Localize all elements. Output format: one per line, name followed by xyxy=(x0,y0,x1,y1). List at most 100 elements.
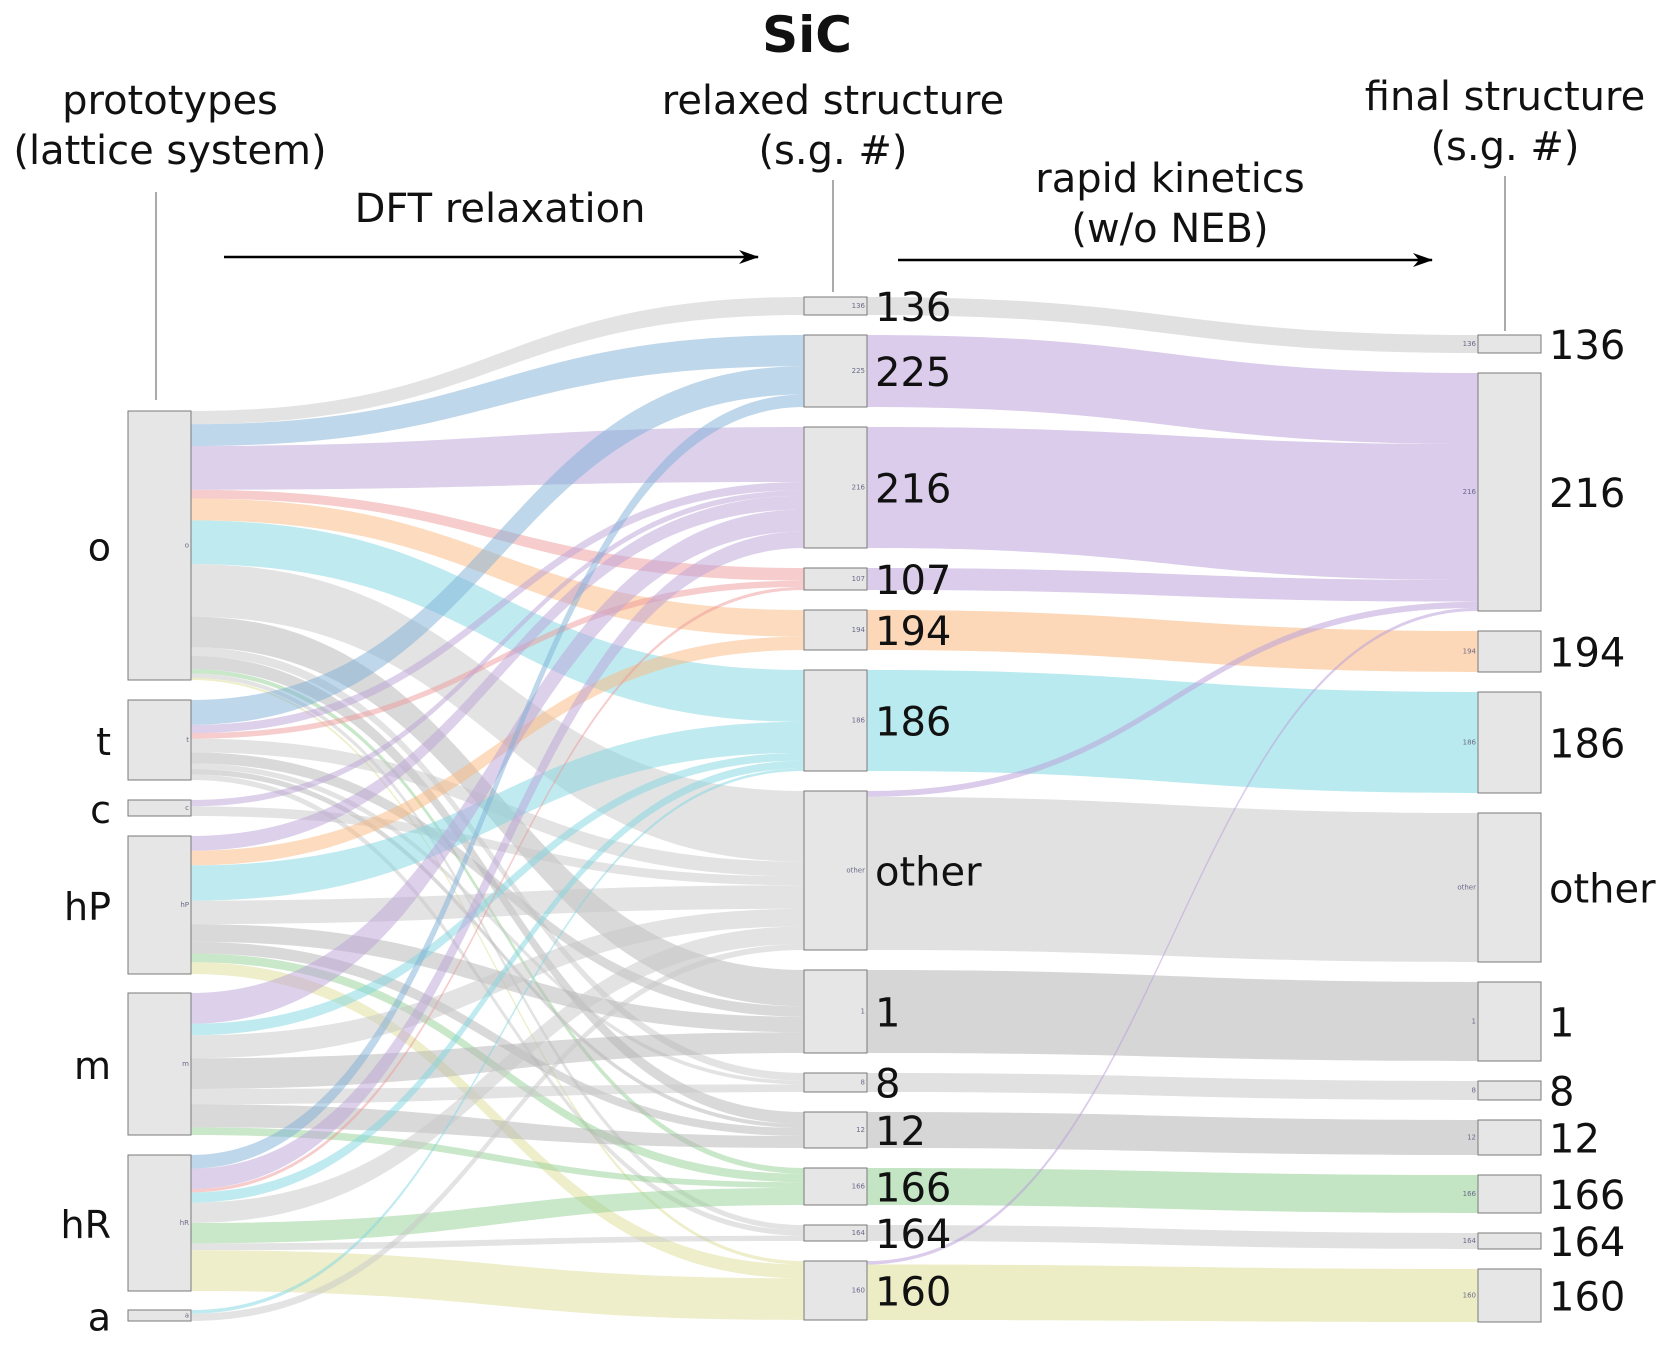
relaxed-node-bar-136 xyxy=(803,296,868,316)
dft-link-t-to-107 xyxy=(191,580,804,739)
dft-link-hr-to-166 xyxy=(191,1187,804,1244)
final-node-160: 160 160 xyxy=(1463,1268,1625,1323)
kinetics-link-225-to-216 xyxy=(867,335,1478,445)
dft-link-hr-to-164 xyxy=(191,1235,804,1251)
relaxed-node-inner-label-136: 136 xyxy=(852,302,866,310)
final-node-164: 164 164 xyxy=(1463,1220,1626,1266)
relaxed-node-bar-194 xyxy=(803,609,868,651)
prototypes-node-bar-c xyxy=(127,799,192,817)
final-node-label-164: 164 xyxy=(1549,1220,1625,1266)
relaxed-node-bar-225 xyxy=(803,334,868,408)
prototypes-node-bar-t xyxy=(127,699,192,781)
prototypes-node-o: oo xyxy=(88,410,192,681)
prototypes-node-m: mm xyxy=(74,992,192,1136)
dft-link-o-to-216 xyxy=(191,427,804,490)
relaxed-node-inner-label-160: 160 xyxy=(852,1287,865,1295)
kinetics-arrow-label: rapid kinetics (w/o NEB) xyxy=(960,154,1380,254)
final-node-label-8: 8 xyxy=(1549,1070,1574,1116)
prototypes-node-inner-label-a: a xyxy=(185,1312,189,1320)
dft-link-c-to-other xyxy=(191,806,804,886)
final-node-inner-label-186: 186 xyxy=(1463,739,1477,747)
final-header-line2: (s.g. #) xyxy=(1430,124,1580,170)
final-node-inner-label-194: 194 xyxy=(1463,648,1477,656)
prototypes-node-label-hp: hP xyxy=(64,885,111,929)
dft-link-hr-to-160 xyxy=(191,1250,804,1320)
kinetics-link-12-to-12 xyxy=(867,1112,1478,1155)
final-node-inner-label-12: 12 xyxy=(1467,1134,1476,1142)
relaxed-header: relaxed structure (s.g. #) xyxy=(633,76,1033,176)
final-node-inner-label-8: 8 xyxy=(1472,1087,1476,1095)
relaxed-node-inner-label-216: 216 xyxy=(852,484,866,492)
prototypes-node-bar-o xyxy=(127,410,192,681)
relaxed-node-bar-160 xyxy=(803,1260,868,1321)
final-node-label-186: 186 xyxy=(1549,722,1625,768)
relaxed-header-line2: (s.g. #) xyxy=(758,128,908,174)
dft-link-o-to-166 xyxy=(191,669,804,1174)
dft-link-t-to-8 xyxy=(191,763,804,1085)
relaxed-node-bar-216 xyxy=(803,426,868,549)
final-node-bar-166 xyxy=(1477,1174,1542,1214)
prototypes-node-label-a: a xyxy=(88,1296,111,1340)
relaxed-node-194: 194 194 xyxy=(803,609,951,655)
final-node-inner-label-166: 166 xyxy=(1463,1190,1477,1198)
relaxed-node-inner-label-other: other xyxy=(846,867,865,875)
final-node-inner-label-1: 1 xyxy=(1472,1018,1476,1026)
prototypes-header-line2: (lattice system) xyxy=(13,128,327,174)
relaxed-node-label-other: other xyxy=(875,850,982,896)
prototypes-node-hp: hP hP xyxy=(64,835,192,975)
relaxed-node-inner-label-1: 1 xyxy=(861,1008,865,1016)
relaxed-node-other: other other xyxy=(803,790,982,951)
prototypes-node-inner-label-hp: hP xyxy=(180,901,189,909)
final-node-inner-label-other: other xyxy=(1457,884,1476,892)
dft-link-hr-to-other xyxy=(191,926,804,1223)
dft-link-m-to-216 xyxy=(191,509,804,1024)
relaxed-node-label-216: 216 xyxy=(875,467,951,513)
dft-link-hr-to-107 xyxy=(191,586,804,1193)
prototypes-node-hr: hR hR xyxy=(61,1154,192,1292)
final-node-label-1: 1 xyxy=(1549,1001,1574,1047)
kinetics-arrow-label-line2: (w/o NEB) xyxy=(1071,206,1269,252)
relaxed-node-label-194: 194 xyxy=(875,609,951,655)
relaxed-node-label-225: 225 xyxy=(875,350,951,396)
prototypes-node-t: tt xyxy=(96,699,192,781)
prototypes-node-label-o: o xyxy=(88,526,111,570)
relaxed-node-label-136: 136 xyxy=(875,285,951,331)
final-node-inner-label-136: 136 xyxy=(1463,340,1477,348)
relaxed-node-136: 136 136 xyxy=(803,285,951,331)
prototypes-node-bar-m xyxy=(127,992,192,1136)
final-node-bar-186 xyxy=(1477,691,1542,794)
final-node-other: other other xyxy=(1457,812,1656,963)
kinetics-links xyxy=(867,297,1478,1322)
final-node-bar-164 xyxy=(1477,1232,1542,1250)
final-node-label-136: 136 xyxy=(1549,323,1625,369)
relaxed-node-225: 225 225 xyxy=(803,334,951,408)
relaxed-node-label-1: 1 xyxy=(875,991,900,1037)
prototypes-node-bar-hp xyxy=(127,835,192,975)
kinetics-link-1-to-1 xyxy=(867,970,1478,1061)
dft-link-t-to-164 xyxy=(191,774,804,1236)
header-guide-lines xyxy=(155,176,1506,400)
relaxed-node-107: 107 107 xyxy=(803,558,951,604)
dft-link-hp-to-12 xyxy=(191,941,804,1136)
relaxed-node-inner-label-225: 225 xyxy=(852,367,865,375)
relaxed-node-bar-164 xyxy=(803,1224,868,1242)
prototypes-header-line1: prototypes xyxy=(62,78,278,124)
relaxed-node-bar-8 xyxy=(803,1072,868,1093)
relaxed-node-label-160: 160 xyxy=(875,1270,951,1316)
final-node-label-166: 166 xyxy=(1549,1173,1625,1219)
final-node-bar-160 xyxy=(1477,1268,1542,1323)
dft-link-hp-to-194 xyxy=(191,636,804,866)
final-node-bar-other xyxy=(1477,812,1542,963)
final-header-line1: final structure xyxy=(1364,74,1646,120)
dft-link-t-to-216 xyxy=(191,482,804,734)
prototypes-node-label-hr: hR xyxy=(61,1203,112,1247)
kinetics-link-194-to-194 xyxy=(867,610,1478,672)
dft-link-hp-to-216 xyxy=(191,495,804,851)
prototypes-node-a: aa xyxy=(88,1296,192,1340)
kinetics-link-other-to-other xyxy=(867,796,1478,962)
relaxed-node-164: 164 164 xyxy=(803,1212,951,1258)
relaxed-node-inner-label-194: 194 xyxy=(852,626,866,634)
dft-link-hr-to-216 xyxy=(191,531,804,1189)
relaxed-node-bar-12 xyxy=(803,1111,868,1149)
